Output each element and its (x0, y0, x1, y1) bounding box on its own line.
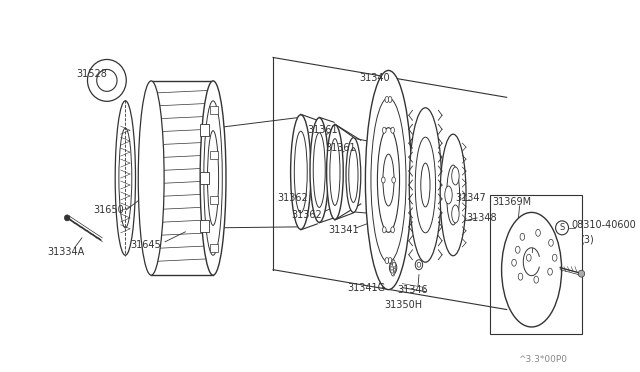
Text: 31350H: 31350H (384, 299, 422, 310)
Bar (211, 151, 218, 159)
Ellipse shape (552, 254, 557, 261)
Ellipse shape (392, 260, 395, 265)
Text: 31340: 31340 (359, 73, 390, 83)
Bar (200, 124, 209, 136)
Ellipse shape (115, 101, 136, 255)
Bar (211, 244, 218, 252)
Text: 31347: 31347 (455, 193, 486, 203)
Ellipse shape (383, 127, 386, 133)
Ellipse shape (391, 227, 394, 233)
Ellipse shape (391, 262, 394, 267)
Ellipse shape (204, 101, 222, 255)
Ellipse shape (548, 268, 552, 275)
Ellipse shape (381, 177, 385, 183)
Ellipse shape (578, 270, 585, 277)
Ellipse shape (445, 186, 452, 204)
Ellipse shape (417, 262, 420, 267)
Text: 31645: 31645 (130, 240, 161, 250)
Ellipse shape (415, 137, 436, 233)
Text: 31361: 31361 (307, 125, 338, 135)
Ellipse shape (291, 115, 311, 229)
Ellipse shape (388, 96, 392, 102)
Ellipse shape (294, 131, 307, 213)
Ellipse shape (138, 81, 164, 275)
Ellipse shape (440, 134, 466, 256)
Ellipse shape (326, 125, 343, 219)
Ellipse shape (512, 259, 516, 266)
Ellipse shape (452, 205, 459, 223)
Text: 31341: 31341 (328, 225, 359, 235)
Ellipse shape (383, 227, 386, 233)
Text: 31650: 31650 (93, 205, 124, 215)
Ellipse shape (392, 271, 394, 276)
Ellipse shape (536, 229, 540, 236)
Text: 31362: 31362 (278, 193, 308, 203)
Text: 31361: 31361 (326, 143, 356, 153)
Ellipse shape (200, 81, 226, 275)
Ellipse shape (520, 233, 525, 240)
Ellipse shape (365, 70, 412, 290)
Text: 31341G: 31341G (347, 283, 385, 293)
Bar (211, 196, 218, 204)
Ellipse shape (313, 133, 325, 208)
Ellipse shape (310, 118, 328, 222)
Ellipse shape (97, 70, 117, 92)
Text: 31334A: 31334A (47, 247, 84, 257)
Ellipse shape (385, 96, 388, 102)
Ellipse shape (391, 260, 394, 265)
Bar (211, 106, 218, 114)
Ellipse shape (383, 154, 394, 206)
Ellipse shape (330, 139, 340, 205)
Text: 31348: 31348 (466, 213, 497, 223)
Ellipse shape (409, 108, 442, 262)
Ellipse shape (88, 60, 126, 101)
Ellipse shape (119, 128, 132, 228)
Ellipse shape (346, 138, 361, 212)
Ellipse shape (388, 257, 392, 263)
Text: 31362: 31362 (292, 210, 323, 220)
Ellipse shape (390, 265, 394, 270)
Text: 08310-40600: 08310-40600 (572, 220, 636, 230)
Ellipse shape (518, 273, 523, 280)
Ellipse shape (391, 268, 394, 273)
Ellipse shape (391, 127, 394, 133)
Ellipse shape (420, 163, 430, 207)
Text: 31346: 31346 (397, 285, 428, 295)
Ellipse shape (452, 167, 459, 185)
Ellipse shape (371, 98, 406, 262)
Ellipse shape (556, 221, 568, 235)
Ellipse shape (393, 268, 396, 273)
Ellipse shape (515, 246, 520, 253)
Text: S: S (559, 223, 564, 232)
Ellipse shape (378, 128, 399, 232)
Ellipse shape (534, 276, 538, 283)
Bar (490, 195, 582, 334)
Ellipse shape (385, 257, 388, 263)
Bar (200, 172, 209, 184)
Ellipse shape (391, 270, 394, 275)
Ellipse shape (548, 239, 554, 246)
Ellipse shape (389, 262, 397, 274)
Ellipse shape (415, 260, 422, 270)
Ellipse shape (447, 165, 460, 225)
Bar (200, 220, 209, 232)
Ellipse shape (207, 131, 219, 225)
Text: (3): (3) (580, 235, 595, 245)
Text: ^3.3*00P0: ^3.3*00P0 (518, 355, 567, 364)
Ellipse shape (392, 259, 394, 264)
Ellipse shape (392, 177, 396, 183)
Ellipse shape (393, 262, 396, 267)
Ellipse shape (393, 265, 396, 270)
Ellipse shape (502, 212, 561, 327)
Ellipse shape (392, 270, 395, 275)
Text: 31528: 31528 (76, 70, 108, 79)
Text: 31369M: 31369M (492, 197, 531, 207)
Ellipse shape (65, 215, 70, 221)
Ellipse shape (349, 148, 358, 202)
Ellipse shape (527, 254, 531, 261)
